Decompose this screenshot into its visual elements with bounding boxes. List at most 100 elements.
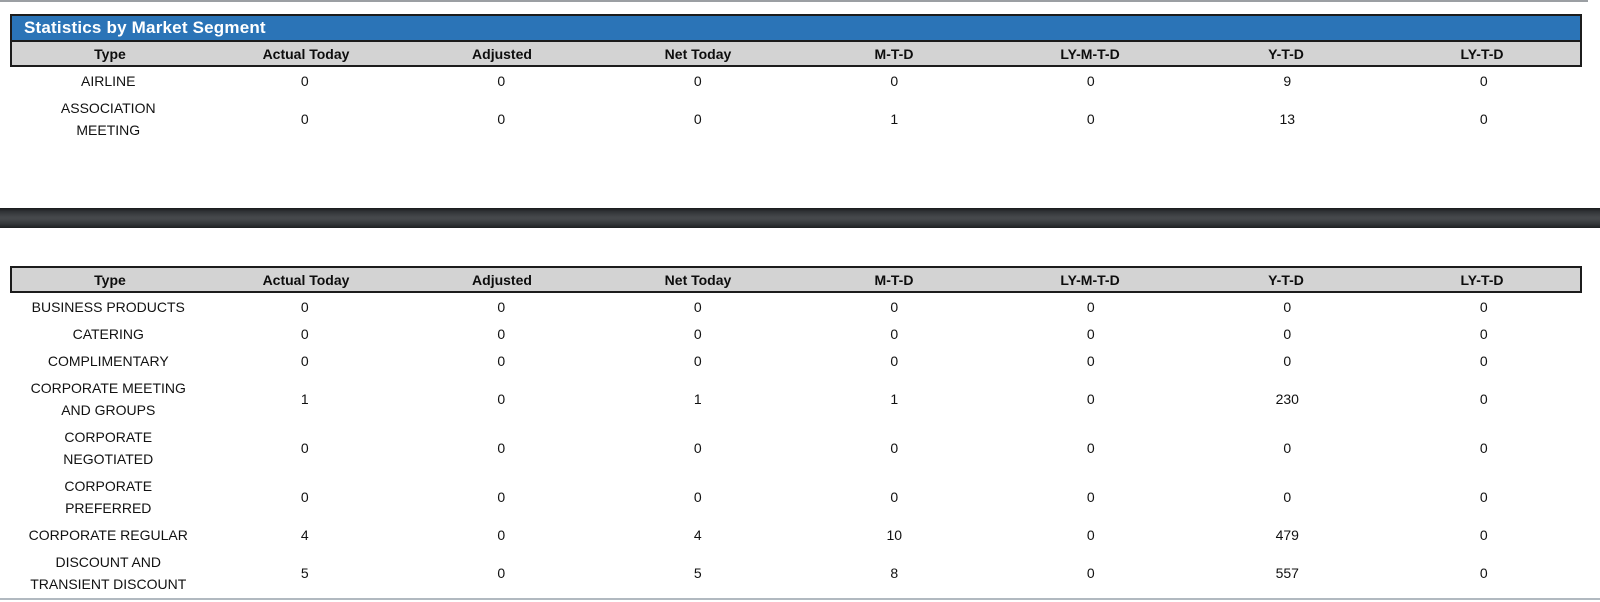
value-cell: 0 <box>497 488 506 505</box>
segment-type-cell: ASSOCIATION MEETING <box>60 99 156 138</box>
value-cell: 5 <box>693 564 702 581</box>
value-cell: 0 <box>1479 110 1488 127</box>
value-cell: 0 <box>300 352 309 369</box>
table-row: BUSINESS PRODUCTS 0 0 0 0 0 0 0 <box>10 293 1582 320</box>
segment-type-cell: BUSINESS PRODUCTS <box>31 298 185 315</box>
column-header-y-t-d: Y-T-D <box>1268 271 1304 288</box>
segment-type-cell: DISCOUNT AND TRANSIENT DISCOUNT <box>30 553 187 592</box>
value-cell: 9 <box>1283 72 1292 89</box>
market-segment-table-top: Statistics by Market Segment Type Actual … <box>10 14 1582 143</box>
segment-type-cell: CORPORATE MEETING AND GROUPS <box>30 379 186 418</box>
value-cell: 0 <box>497 298 506 315</box>
column-header-type: Type <box>94 45 126 62</box>
table-row: COMPLIMENTARY 0 0 0 0 0 0 0 <box>10 347 1582 374</box>
value-cell: 1 <box>300 390 309 407</box>
value-cell: 0 <box>693 488 702 505</box>
table-row: CATERING 0 0 0 0 0 0 0 <box>10 320 1582 347</box>
table-row: CORPORATE REGULAR 4 0 4 10 0 479 0 <box>10 521 1582 548</box>
value-cell: 0 <box>693 325 702 342</box>
value-cell: 10 <box>886 526 903 543</box>
value-cell: 0 <box>890 325 899 342</box>
value-cell: 0 <box>1086 352 1095 369</box>
value-cell: 0 <box>1479 390 1488 407</box>
column-header-ly-t-d: LY-T-D <box>1460 271 1504 288</box>
column-header-net-today: Net Today <box>664 45 732 62</box>
value-cell: 0 <box>497 72 506 89</box>
value-cell: 4 <box>300 526 309 543</box>
column-header-type: Type <box>94 271 126 288</box>
value-cell: 0 <box>1086 325 1095 342</box>
value-cell: 0 <box>1283 352 1292 369</box>
value-cell: 0 <box>1086 439 1095 456</box>
table-row: DISCOUNT AND TRANSIENT DISCOUNT 5 0 5 8 0 557 0 <box>10 548 1582 597</box>
column-header-actual-today: Actual Today <box>262 271 350 288</box>
value-cell: 0 <box>300 110 309 127</box>
segment-type-cell: AIRLINE <box>81 72 136 89</box>
table-body: BUSINESS PRODUCTS 0 0 0 0 0 0 0 CATERING 0 0 0 0 0 0 0 C… <box>10 293 1582 597</box>
value-cell: 0 <box>890 439 899 456</box>
table-row: CORPORATE PREFERRED 0 0 0 0 0 0 0 <box>10 472 1582 521</box>
column-header-adjusted: Adjusted <box>472 45 532 62</box>
value-cell: 0 <box>1479 488 1488 505</box>
value-cell: 0 <box>1479 564 1488 581</box>
table-header-box: Statistics by Market Segment Type Actual … <box>10 14 1582 67</box>
value-cell: 0 <box>497 564 506 581</box>
column-header-ly-t-d: LY-T-D <box>1460 45 1504 62</box>
segment-type-cell: CORPORATE PREFERRED <box>64 477 153 516</box>
value-cell: 0 <box>1086 526 1095 543</box>
value-cell: 0 <box>1086 72 1095 89</box>
table-row: CORPORATE MEETING AND GROUPS 1 0 1 1 0 230 0 <box>10 374 1582 423</box>
value-cell: 0 <box>1086 564 1095 581</box>
report-title: Statistics by Market Segment <box>24 18 266 37</box>
value-cell: 13 <box>1279 110 1296 127</box>
value-cell: 1 <box>890 390 899 407</box>
value-cell: 0 <box>497 390 506 407</box>
value-cell: 0 <box>300 439 309 456</box>
value-cell: 0 <box>890 352 899 369</box>
table-row: ASSOCIATION MEETING 0 0 0 1 0 13 0 <box>10 94 1582 143</box>
value-cell: 0 <box>497 325 506 342</box>
segment-type-cell: CORPORATE REGULAR <box>28 526 188 543</box>
value-cell: 0 <box>300 488 309 505</box>
value-cell: 0 <box>497 526 506 543</box>
value-cell: 0 <box>497 352 506 369</box>
value-cell: 4 <box>693 526 702 543</box>
value-cell: 0 <box>693 72 702 89</box>
value-cell: 0 <box>1086 298 1095 315</box>
value-cell: 0 <box>1283 298 1292 315</box>
value-cell: 479 <box>1275 526 1299 543</box>
table-body: AIRLINE 0 0 0 0 0 9 0 ASSOCIATION MEETING 0 0 0 1 0 13… <box>10 67 1582 143</box>
value-cell: 0 <box>890 298 899 315</box>
value-cell: 0 <box>1479 526 1488 543</box>
top-divider-line <box>0 0 1588 2</box>
value-cell: 0 <box>693 110 702 127</box>
report-title-bar: Statistics by Market Segment <box>12 16 1580 42</box>
value-cell: 0 <box>1479 325 1488 342</box>
column-header-ly-m-t-d: LY-M-T-D <box>1060 45 1120 62</box>
segment-type-cell: CATERING <box>72 325 144 342</box>
column-header-m-t-d: M-T-D <box>874 271 914 288</box>
column-header-net-today: Net Today <box>664 271 732 288</box>
value-cell: 0 <box>693 298 702 315</box>
value-cell: 0 <box>1283 439 1292 456</box>
value-cell: 0 <box>300 72 309 89</box>
column-header-row: Type Actual Today Adjusted Net Today M-T-D LY… <box>12 268 1580 291</box>
table-row: AIRLINE 0 0 0 0 0 9 0 <box>10 67 1582 94</box>
value-cell: 557 <box>1275 564 1299 581</box>
value-cell: 0 <box>1086 390 1095 407</box>
value-cell: 0 <box>497 439 506 456</box>
value-cell: 0 <box>1479 298 1488 315</box>
value-cell: 0 <box>1283 488 1292 505</box>
value-cell: 0 <box>693 352 702 369</box>
value-cell: 0 <box>890 488 899 505</box>
value-cell: 1 <box>890 110 899 127</box>
value-cell: 0 <box>1086 110 1095 127</box>
column-header-adjusted: Adjusted <box>472 271 532 288</box>
pane-splitter-bar[interactable] <box>0 208 1600 228</box>
column-header-y-t-d: Y-T-D <box>1268 45 1304 62</box>
table-header-box: Type Actual Today Adjusted Net Today M-T-D LY… <box>10 266 1582 293</box>
value-cell: 0 <box>300 325 309 342</box>
value-cell: 0 <box>497 110 506 127</box>
value-cell: 0 <box>1086 488 1095 505</box>
